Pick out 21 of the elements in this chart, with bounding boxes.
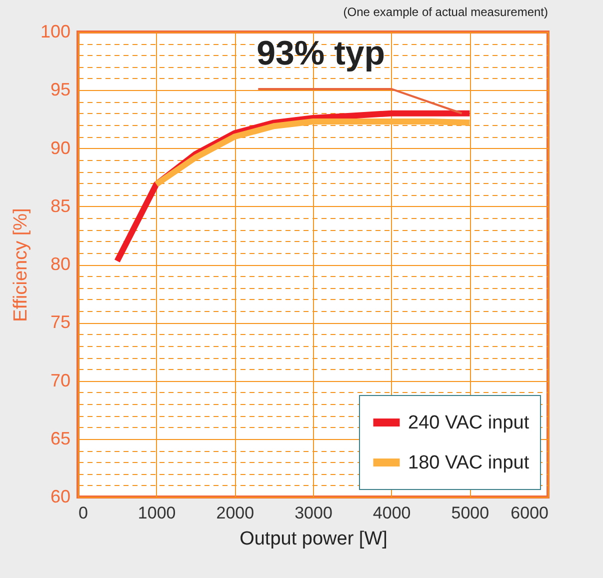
y-tick-label: 80 (50, 254, 70, 274)
y-tick-label: 95 (50, 80, 70, 100)
text: (One example of actual measurement) (343, 5, 548, 19)
x-tick-label: 4000 (372, 504, 411, 522)
y-tick-label: 100 (40, 22, 70, 42)
x-tick-label: 1000 (138, 504, 176, 522)
y-tick-label: 65 (50, 428, 70, 448)
y-tick-label: 90 (50, 138, 70, 158)
y-tick-label: 70 (50, 370, 70, 390)
legend-label: 180 VAC input (408, 452, 530, 474)
y-tick-label: 60 (50, 486, 70, 506)
x-tick-label: 3000 (294, 504, 332, 522)
y-axis-title: Efficiency [%] (10, 208, 32, 322)
y-tick-label: 75 (50, 312, 70, 332)
x-tick-label: 5000 (451, 504, 490, 522)
x-axis-title: Output power [W] (240, 528, 388, 550)
x-tick-label: 2000 (216, 504, 254, 522)
x-tick-label: 6000 (510, 504, 548, 522)
x-tick-label: 0 (78, 504, 88, 522)
legend-label: 240 VAC input (408, 412, 530, 434)
y-tick-label: 85 (50, 196, 70, 216)
